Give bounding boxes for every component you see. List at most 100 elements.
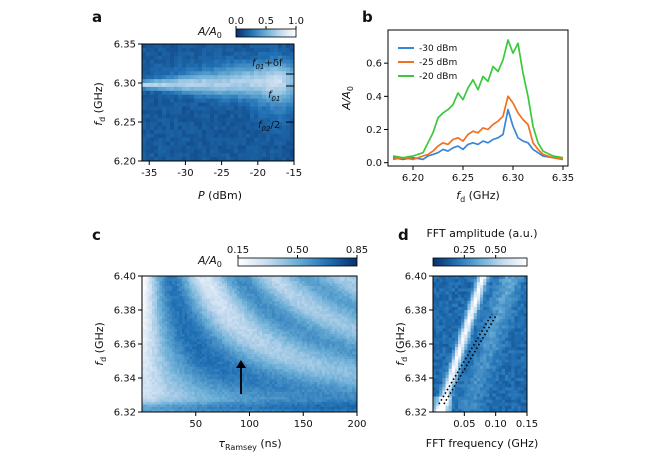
- panel-c-heatmap-cell: [234, 359, 238, 363]
- panel-a-heatmap-cell: [226, 137, 231, 143]
- panel-c-heatmap-cell: [277, 366, 281, 370]
- panel-c-heatmap-cell: [269, 311, 273, 315]
- panel-c-heatmap-cell: [149, 381, 153, 385]
- panel-c-heatmap-cell: [252, 283, 256, 287]
- panel-c-heatmap-cell: [207, 323, 211, 327]
- panel-c-heatmap-cell: [212, 301, 216, 305]
- panel-c-heatmap-cell: [204, 306, 208, 310]
- panel-c-heatmap-cell: [144, 391, 148, 395]
- panel-c-heatmap-cell: [307, 281, 311, 285]
- panel-c-heatmap-cell: [164, 336, 168, 340]
- panel-c-heatmap-cell: [219, 389, 223, 393]
- panel-c-heatmap-cell: [212, 371, 216, 375]
- panel-c-heatmap-cell: [177, 394, 181, 398]
- panel-c-heatmap-cell: [249, 361, 253, 365]
- panel-c-heatmap-cell: [284, 323, 288, 327]
- panel-a-heatmap-cell: [190, 102, 195, 107]
- panel-a-heatmap-cell: [278, 129, 283, 135]
- panel-c-heatmap-cell: [307, 341, 311, 345]
- panel-a-heatmap-cell: [146, 55, 151, 61]
- panel-c-heatmap-cell: [312, 344, 316, 348]
- panel-c-heatmap-cell: [302, 321, 306, 325]
- panel-c-heatmap-cell: [227, 401, 231, 406]
- panel-a-heatmap-cell: [190, 79, 195, 84]
- panel-a-heatmap-cell: [238, 114, 243, 119]
- panel-b-frame: [387, 29, 569, 167]
- panel-a-heatmap-cell: [150, 55, 155, 61]
- panel-a-heatmap-cell: [222, 102, 227, 107]
- panel-c-heatmap-cell: [197, 321, 201, 325]
- panel-a-heatmap-cell: [274, 149, 279, 154]
- panel-a-heatmap-cell: [182, 110, 187, 115]
- panel-c-heatmap-cell: [254, 293, 258, 297]
- panel-c-heatmap-cell: [297, 374, 301, 378]
- panel-a-heatmap-cell: [254, 59, 259, 65]
- panel-c-heatmap-cell: [174, 323, 178, 327]
- panel-c-heatmap-cell: [294, 301, 298, 305]
- panel-c-heatmap-cell: [187, 409, 191, 412]
- panel-c-heatmap-cell: [189, 328, 193, 333]
- panel-c-heatmap-cell: [187, 291, 191, 295]
- panel-c-heatmap-cell: [267, 311, 271, 315]
- panel-c-heatmap-cell: [172, 371, 176, 375]
- panel-c-heatmap-cell: [167, 341, 171, 345]
- panel-c-heatmap-cell: [147, 359, 151, 363]
- panel-c-heatmap-cell: [242, 318, 246, 322]
- panel-a-heatmap-cell: [254, 86, 259, 92]
- panel-c-heatmap-cell: [172, 354, 176, 358]
- panel-c-heatmap-cell: [217, 369, 221, 373]
- panel-c-heatmap-cell: [219, 409, 223, 412]
- panel-a-heatmap-cell: [190, 98, 195, 104]
- panel-a-heatmap-cell: [150, 114, 155, 119]
- panel-c-heatmap-cell: [249, 399, 253, 403]
- panel-c-heatmap-cell: [174, 376, 178, 380]
- panel-c-heatmap-cell: [267, 303, 271, 307]
- panel-c-heatmap-cell: [189, 381, 193, 385]
- panel-c-heatmap-cell: [269, 366, 273, 370]
- panel-c-heatmap-cell: [149, 331, 153, 335]
- panel-a-heatmap-cell: [270, 145, 275, 150]
- panel-c-heatmap-cell: [194, 359, 198, 363]
- panel-c-heatmap-cell: [229, 354, 233, 358]
- panel-a-heatmap-cell: [178, 157, 183, 161]
- panel-a-heatmap-cell: [190, 67, 195, 72]
- panel-c-heatmap-cell: [289, 386, 293, 390]
- panel-c-heatmap-cell: [314, 359, 318, 363]
- panel-c-heatmap-cell: [147, 298, 151, 302]
- panel-c-heatmap-cell: [179, 359, 183, 363]
- panel-a-heatmap-cell: [194, 129, 199, 135]
- panel-c-heatmap-cell: [204, 323, 208, 327]
- panel-a-heatmap-cell: [270, 86, 275, 92]
- panel-c-heatmap-cell: [232, 276, 236, 280]
- panel-c-heatmap-cell: [277, 316, 281, 320]
- panel-c-heatmap-cell: [199, 366, 203, 370]
- panel-c-heatmap-cell: [264, 379, 268, 383]
- panel-c-heatmap-cell: [314, 344, 318, 348]
- panel-c-heatmap-cell: [229, 278, 233, 282]
- panel-a-heatmap-cell: [198, 67, 203, 72]
- panel-c-heatmap-cell: [272, 283, 276, 287]
- panel-a-heatmap-cell: [210, 157, 215, 161]
- panel-c-heatmap-cell: [192, 288, 196, 292]
- panel-c-heatmap-cell: [167, 328, 171, 333]
- panel-a-heatmap-cell: [190, 125, 195, 131]
- panel-c-heatmap-cell: [199, 364, 203, 368]
- panel-a-heatmap-cell: [258, 79, 263, 84]
- panel-a-heatmap-cell: [246, 129, 251, 135]
- panel-c-heatmap-cell: [147, 286, 151, 290]
- panel-a-heatmap-cell: [270, 47, 275, 53]
- panel-c-heatmap-cell: [222, 399, 226, 403]
- panel-c-heatmap-cell: [317, 276, 321, 280]
- panel-c-heatmap-cell: [252, 291, 256, 295]
- panel-c-heatmap-cell: [302, 283, 306, 287]
- panel-c-heatmap-cell: [237, 409, 241, 412]
- panel-c-heatmap-cell: [194, 333, 198, 338]
- panel-b-series-line: [392, 95, 564, 161]
- panel-c-heatmap-cell: [269, 291, 273, 295]
- panel-c-heatmap-cell: [147, 396, 151, 401]
- panel-a-heatmap-cell: [270, 59, 275, 65]
- panel-c-heatmap-cell: [267, 323, 271, 327]
- panel-c-heatmap-cell: [249, 303, 253, 307]
- panel-c-heatmap-cell: [264, 328, 268, 333]
- panel-a-heatmap-cell: [154, 47, 159, 53]
